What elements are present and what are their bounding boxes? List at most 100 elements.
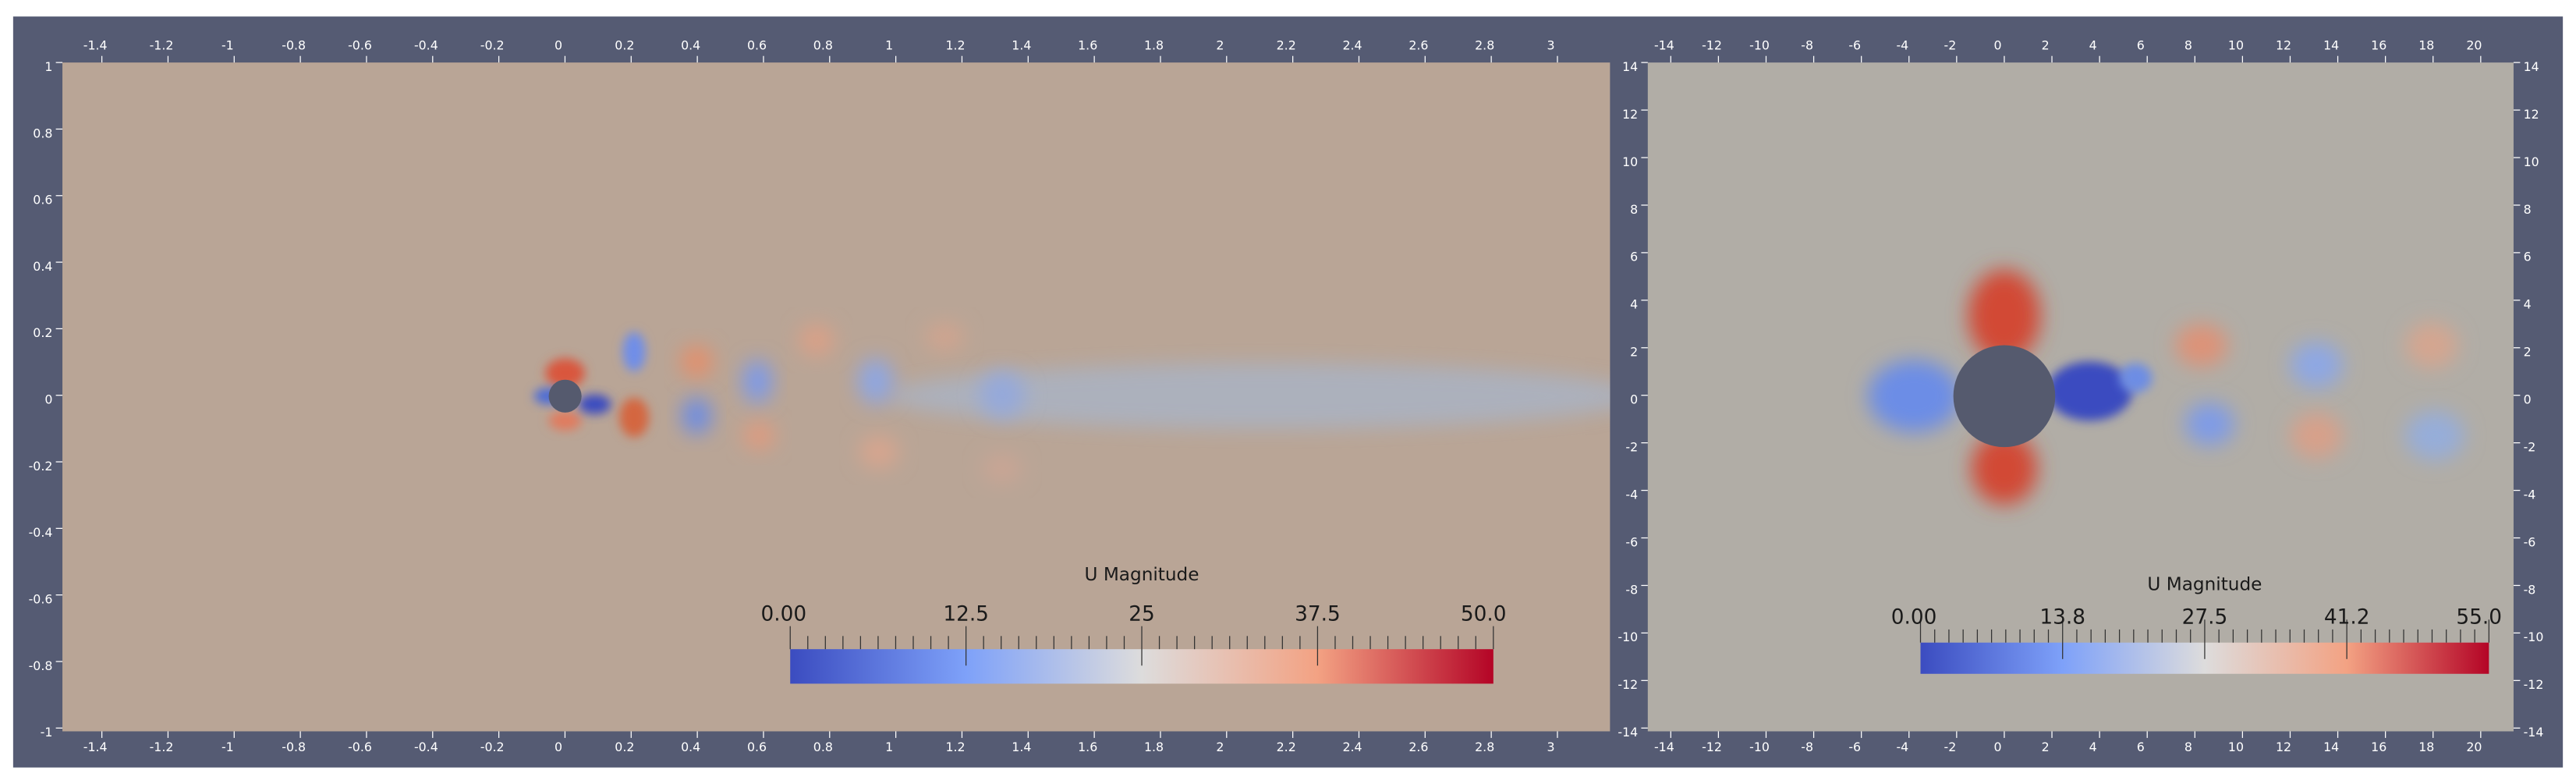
x-tick-label: 1.6 [1078,38,1097,53]
x-tick-label: 12 [2276,38,2291,53]
x-tick-label: 4 [2089,38,2097,53]
x-tick-label: -4 [1896,740,1908,754]
y-tick-label: -4 [2524,487,2536,502]
y-tick-label: -8 [2524,582,2536,597]
x-tick-label: -0.8 [282,740,306,754]
y-tick-label: -10 [2524,630,2544,644]
x-tick-label: 0.8 [813,740,833,754]
field [1868,269,2464,505]
x-tick-label: 2.6 [1408,740,1428,754]
y-tick-label: 4 [1630,297,1638,312]
y-tick-label: -12 [1618,677,1638,692]
x-tick-label: -0.2 [480,38,505,53]
x-tick-label: 16 [2371,38,2386,53]
x-tick-label: 1.8 [1144,38,1164,53]
y-tick-label: -0.8 [29,658,53,673]
y-tick-label: 0 [2524,392,2532,407]
y-tick-label: 0 [44,392,52,407]
x-tick-label: -6 [1848,740,1861,754]
colorbar-label: 12.5 [943,602,989,626]
y-tick-label: 10 [2524,154,2539,169]
y-tick-label: 6 [1630,250,1638,264]
y-tick-label: -0.6 [29,591,53,606]
x-tick-label: 20 [2466,38,2482,53]
y-tick-label: -2 [1625,439,1638,454]
y-tick-label: 2 [2524,345,2532,360]
x-tick-label: -6 [1848,38,1861,53]
x-tick-label: 8 [2184,38,2192,53]
x-tick-label: -0.2 [480,740,505,754]
x-tick-label: 2 [2042,740,2050,754]
x-tick-label: 0.4 [681,740,700,754]
colorbar-label: 37.5 [1295,602,1341,626]
x-tick-label: -1 [221,740,234,754]
y-tick-label: 0 [1630,392,1638,407]
y-tick-label: 12 [2524,107,2539,122]
colorbar-title: U Magnitude [2147,574,2262,595]
x-tick-label: 2 [1216,38,1224,53]
colorbar-label: 0.00 [760,602,806,626]
x-tick-label: -0.4 [414,38,438,53]
x-tick-label: 4 [2089,740,2097,754]
y-tick-label: 10 [1622,154,1638,169]
x-tick-label: 0.4 [681,38,700,53]
x-tick-label: 2 [1216,740,1224,754]
x-tick-label: 16 [2371,740,2386,754]
x-tick-label: -0.6 [348,740,372,754]
x-tick-label: 0 [555,740,562,754]
x-tick-label: -1.4 [83,38,108,53]
field [533,321,1610,484]
x-tick-label: -14 [1654,740,1674,754]
x-tick-label: 20 [2466,740,2482,754]
x-tick-label: 0.6 [747,740,767,754]
x-tick-label: 0 [1993,38,2001,53]
x-tick-label: 0 [555,38,562,53]
colorbar-title: U Magnitude [1085,564,1199,585]
colorbar-label: 41.2 [2324,606,2370,630]
x-tick-label: -1.2 [150,38,174,53]
x-tick-label: -2 [1944,38,1957,53]
y-tick-label: -14 [2524,725,2544,740]
y-tick-label: -6 [2524,534,2536,549]
x-tick-label: 18 [2418,38,2434,53]
x-tick-label: 6 [2137,38,2145,53]
x-tick-label: 2.4 [1342,740,1362,754]
x-tick-label: 2.4 [1342,38,1362,53]
y-tick-label: 0.6 [33,193,52,208]
y-tick-label: 2 [1630,345,1638,360]
y-tick-label: -1 [41,725,53,740]
y-tick-label: 4 [2524,297,2532,312]
colorbar-label: 55.0 [2456,606,2502,630]
x-tick-label: 2.6 [1408,38,1428,53]
y-tick-label: 12 [1622,107,1638,122]
x-tick-label: -12 [1702,38,1722,53]
x-tick-label: 1.2 [945,38,965,53]
x-tick-label: -1.2 [150,740,174,754]
x-tick-label: -8 [1801,740,1813,754]
y-tick-label: 1 [44,59,52,74]
y-tick-label: -6 [1625,534,1638,549]
x-tick-label: -1 [221,38,234,53]
y-tick-label: 14 [2524,59,2539,74]
x-tick-label: 2.2 [1277,38,1296,53]
x-tick-label: 1.2 [945,740,965,754]
x-tick-label: -2 [1944,740,1957,754]
x-tick-label: 3 [1547,740,1555,754]
x-tick-label: 14 [2323,740,2339,754]
x-tick-label: -14 [1654,38,1674,53]
y-tick-label: 0.2 [33,325,52,340]
y-tick-label: -12 [2524,677,2544,692]
x-tick-label: 10 [2228,740,2244,754]
x-tick-label: -10 [1749,740,1770,754]
x-tick-label: 0.2 [615,38,634,53]
x-tick-label: -8 [1801,38,1813,53]
x-tick-label: -0.6 [348,38,372,53]
x-tick-label: 1 [885,740,893,754]
y-tick-label: -8 [1625,582,1638,597]
x-tick-label: 1.8 [1144,740,1164,754]
x-tick-label: 2.2 [1277,740,1296,754]
y-tick-label: 0.4 [33,259,52,274]
colorbar-label: 0.00 [1891,606,1937,630]
